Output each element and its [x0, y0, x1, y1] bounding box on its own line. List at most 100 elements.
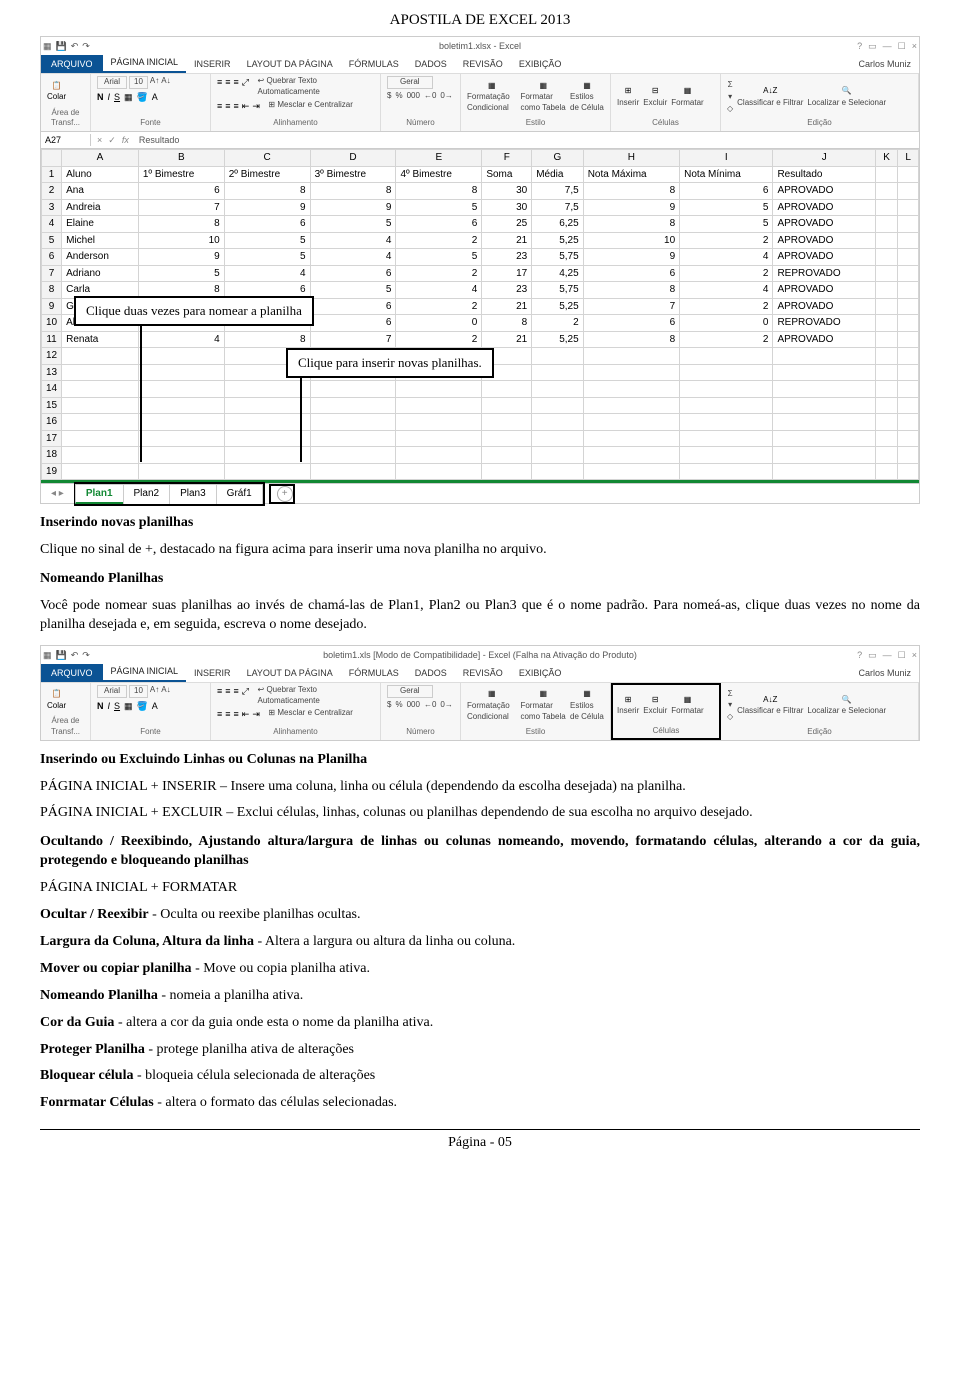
cell[interactable]: 21	[482, 298, 532, 315]
cell[interactable]	[396, 463, 482, 480]
cell[interactable]: 5,25	[532, 298, 583, 315]
col-header[interactable]: H	[583, 150, 679, 167]
inc-dec-icon[interactable]: ←0	[424, 700, 436, 711]
cell[interactable]	[583, 414, 679, 431]
cell[interactable]: 5	[396, 199, 482, 216]
cell[interactable]	[875, 249, 897, 266]
undo-icon[interactable]: ↶	[71, 40, 79, 52]
cell[interactable]: APROVADO	[773, 199, 876, 216]
cell[interactable]: 5,25	[532, 331, 583, 348]
cell[interactable]	[680, 430, 773, 447]
cell[interactable]: 9	[583, 199, 679, 216]
cell[interactable]	[532, 397, 583, 414]
undo-icon[interactable]: ↶	[71, 649, 79, 661]
cell[interactable]	[310, 414, 396, 431]
cell[interactable]	[898, 397, 919, 414]
insert-button[interactable]: ⊞Inserir	[617, 695, 639, 718]
cell[interactable]: 2	[680, 331, 773, 348]
tab-layout[interactable]: LAYOUT DA PÁGINA	[239, 664, 341, 682]
cell[interactable]: 6	[310, 315, 396, 332]
underline-icon[interactable]: S	[114, 700, 120, 712]
cell[interactable]: 30	[482, 183, 532, 200]
merge-center[interactable]: ⊞ Mesclar e Centralizar	[268, 100, 353, 112]
cell[interactable]	[680, 414, 773, 431]
cell[interactable]	[138, 463, 224, 480]
cell[interactable]: 2	[396, 265, 482, 282]
cell[interactable]: 7	[138, 199, 224, 216]
cell[interactable]: 5,75	[532, 282, 583, 299]
shrink-font-icon[interactable]: A↓	[161, 685, 170, 698]
cell[interactable]: 8	[583, 282, 679, 299]
cell[interactable]: Renata	[62, 331, 139, 348]
align-top-icon[interactable]: ≡	[217, 76, 222, 98]
cell[interactable]: REPROVADO	[773, 265, 876, 282]
cell[interactable]: 4	[680, 249, 773, 266]
sheet-tab-plan2[interactable]: Plan2	[123, 484, 171, 505]
insert-button[interactable]: ⊞Inserir	[617, 86, 639, 109]
cell[interactable]: 9	[138, 249, 224, 266]
align-bot-icon[interactable]: ≡	[234, 76, 239, 98]
cell[interactable]	[532, 447, 583, 464]
cell[interactable]: 10	[583, 232, 679, 249]
col-header[interactable]: J	[773, 150, 876, 167]
grow-font-icon[interactable]: A↑	[150, 685, 159, 698]
font-color-icon[interactable]: A	[152, 700, 158, 712]
cell[interactable]	[482, 381, 532, 398]
cell[interactable]: 0	[396, 315, 482, 332]
cell[interactable]	[875, 265, 897, 282]
find-select-button[interactable]: 🔍Localizar e Selecionar	[807, 695, 886, 718]
align-right-icon[interactable]: ≡	[234, 100, 239, 112]
cell[interactable]: 8	[138, 216, 224, 233]
cell[interactable]: 6	[138, 183, 224, 200]
cell[interactable]	[680, 364, 773, 381]
format-table-button[interactable]: ▦Formatar como Tabela	[520, 689, 566, 722]
save-icon[interactable]: 💾	[56, 649, 67, 661]
cell[interactable]	[875, 447, 897, 464]
cell[interactable]	[310, 381, 396, 398]
cell[interactable]: 6	[396, 216, 482, 233]
cell[interactable]	[138, 381, 224, 398]
cell[interactable]	[875, 298, 897, 315]
cell[interactable]	[532, 381, 583, 398]
cell[interactable]: 2	[680, 265, 773, 282]
cell[interactable]	[532, 463, 583, 480]
cell[interactable]: Média	[532, 166, 583, 183]
font-size[interactable]: 10	[129, 76, 148, 89]
cell[interactable]	[583, 463, 679, 480]
number-format[interactable]: Geral	[387, 76, 433, 89]
cell[interactable]	[396, 447, 482, 464]
cell[interactable]: Nota Máxima	[583, 166, 679, 183]
cell[interactable]: 2º Bimestre	[224, 166, 310, 183]
tab-view[interactable]: EXIBIÇÃO	[511, 664, 570, 682]
cell[interactable]	[310, 397, 396, 414]
autosum-button[interactable]: Σ▾◇	[727, 689, 733, 723]
row-header[interactable]: 3	[42, 199, 62, 216]
cell[interactable]	[138, 414, 224, 431]
wrap-text[interactable]: ↩ Quebrar Texto Automaticamente	[258, 76, 374, 98]
border-icon[interactable]: ▦	[124, 700, 133, 712]
cell[interactable]	[396, 381, 482, 398]
cell[interactable]	[875, 463, 897, 480]
cell[interactable]	[62, 364, 139, 381]
cell[interactable]: REPROVADO	[773, 315, 876, 332]
cell[interactable]: 6	[310, 265, 396, 282]
orient-icon[interactable]: ⤢	[242, 76, 249, 98]
col-header[interactable]: D	[310, 150, 396, 167]
shrink-font-icon[interactable]: A↓	[161, 76, 170, 89]
cell[interactable]: Elaine	[62, 216, 139, 233]
row-header[interactable]: 19	[42, 463, 62, 480]
conditional-format-button[interactable]: ▦Formatação Condicional	[467, 81, 516, 114]
cell[interactable]	[898, 232, 919, 249]
col-header[interactable]: F	[482, 150, 532, 167]
cell[interactable]	[62, 447, 139, 464]
cell[interactable]	[583, 364, 679, 381]
cell[interactable]	[310, 447, 396, 464]
indent-inc-icon[interactable]: ⇥	[252, 708, 260, 720]
format-table-button[interactable]: ▦Formatar como Tabela	[520, 81, 566, 114]
close-icon[interactable]: ×	[912, 40, 917, 52]
cell[interactable]	[898, 282, 919, 299]
cell-styles-button[interactable]: ▦Estilos de Célula	[570, 81, 604, 114]
row-header[interactable]: 14	[42, 381, 62, 398]
tab-view[interactable]: EXIBIÇÃO	[511, 55, 570, 73]
cell[interactable]: 2	[396, 232, 482, 249]
